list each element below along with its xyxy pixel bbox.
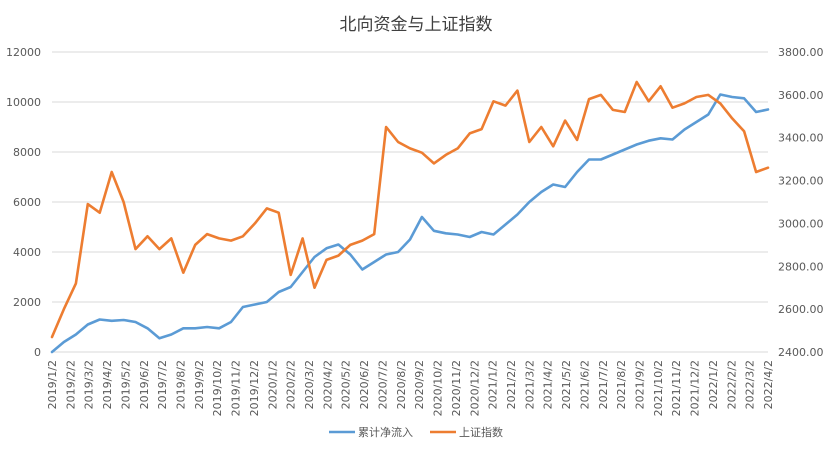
x-tick-label: 2020/4/2 [321, 360, 334, 409]
x-tick-label: 2019/2/2 [64, 360, 77, 409]
x-tick-label: 2020/5/2 [340, 360, 353, 409]
right-tick-label: 2800.00 [778, 260, 824, 273]
x-tick-label: 2019/7/2 [156, 360, 169, 409]
right-axis-ticks: 2400.00 2600.00 2800.00 3000.00 3200.00 3400.… [778, 46, 824, 359]
x-tick-label: 2020/8/2 [395, 360, 408, 409]
plot-lines [50, 80, 770, 354]
x-tick-label: 2019/6/2 [138, 360, 151, 409]
x-tick-label: 2022/1/2 [707, 360, 720, 409]
right-tick-label: 3200.00 [778, 175, 824, 188]
x-tick-label: 2019/5/2 [119, 360, 132, 409]
x-tick-label: 2021/12/2 [689, 360, 702, 416]
x-tick-label: 2019/4/2 [101, 360, 114, 409]
left-tick-label: 0 [34, 346, 41, 359]
right-tick-label: 2600.00 [778, 303, 824, 316]
legend-label-0: 累计净流入 [358, 425, 413, 439]
left-tick-label: 10000 [6, 96, 41, 109]
right-tick-label: 3400.00 [778, 132, 824, 145]
x-tick-label: 2019/1/2 [46, 360, 59, 409]
left-tick-label: 2000 [13, 296, 41, 309]
x-tick-label: 2020/6/2 [358, 360, 371, 409]
series-line-1 [50, 80, 770, 339]
x-tick-label: 2021/11/2 [670, 360, 683, 416]
x-tick-label: 2019/10/2 [211, 360, 224, 416]
x-tick-label: 2021/6/2 [578, 360, 591, 409]
left-axis-ticks: 0 2000 4000 6000 8000 10000 12000 [6, 46, 41, 359]
legend: 累计净流入 上证指数 [329, 425, 503, 439]
x-tick-label: 2019/3/2 [83, 360, 96, 409]
left-tick-label: 6000 [13, 196, 41, 209]
x-tick-label: 2019/12/2 [248, 360, 261, 416]
right-tick-label: 3800.00 [778, 46, 824, 59]
x-tick-label: 2021/5/2 [560, 360, 573, 409]
right-tick-label: 3600.00 [778, 89, 824, 102]
x-tick-label: 2020/12/2 [468, 360, 481, 416]
x-tick-label: 2021/3/2 [523, 360, 536, 409]
x-axis-ticks: 2019/1/2 2019/2/2 2019/3/2 2019/4/2 2019/5/2… [46, 360, 775, 416]
x-tick-label: 2022/4/2 [762, 360, 775, 409]
right-tick-label: 2400.00 [778, 346, 824, 359]
right-tick-label: 3000.00 [778, 217, 824, 230]
x-tick-label: 2020/2/2 [285, 360, 298, 409]
chart-title: 北向资金与上证指数 [340, 15, 493, 35]
x-tick-label: 2020/7/2 [376, 360, 389, 409]
x-tick-label: 2021/4/2 [542, 360, 555, 409]
x-tick-label: 2020/10/2 [432, 360, 445, 416]
x-tick-label: 2021/8/2 [615, 360, 628, 409]
x-tick-label: 2021/10/2 [652, 360, 665, 416]
x-tick-label: 2020/9/2 [413, 360, 426, 409]
left-tick-label: 8000 [13, 146, 41, 159]
x-tick-label: 2020/1/2 [266, 360, 279, 409]
legend-label-1: 上证指数 [459, 425, 503, 439]
x-tick-label: 2020/3/2 [303, 360, 316, 409]
x-tick-label: 2019/11/2 [230, 360, 243, 416]
x-tick-label: 2021/1/2 [487, 360, 500, 409]
x-tick-label: 2022/3/2 [744, 360, 757, 409]
series-line-0 [50, 93, 770, 354]
x-tick-label: 2022/2/2 [725, 360, 738, 409]
x-tick-label: 2019/9/2 [193, 360, 206, 409]
x-tick-label: 2021/2/2 [505, 360, 518, 409]
x-tick-label: 2020/11/2 [450, 360, 463, 416]
x-tick-label: 2021/9/2 [633, 360, 646, 409]
x-tick-label: 2019/8/2 [175, 360, 188, 409]
x-tick-label: 2021/7/2 [597, 360, 610, 409]
left-tick-label: 12000 [6, 46, 41, 59]
left-tick-label: 4000 [13, 246, 41, 259]
